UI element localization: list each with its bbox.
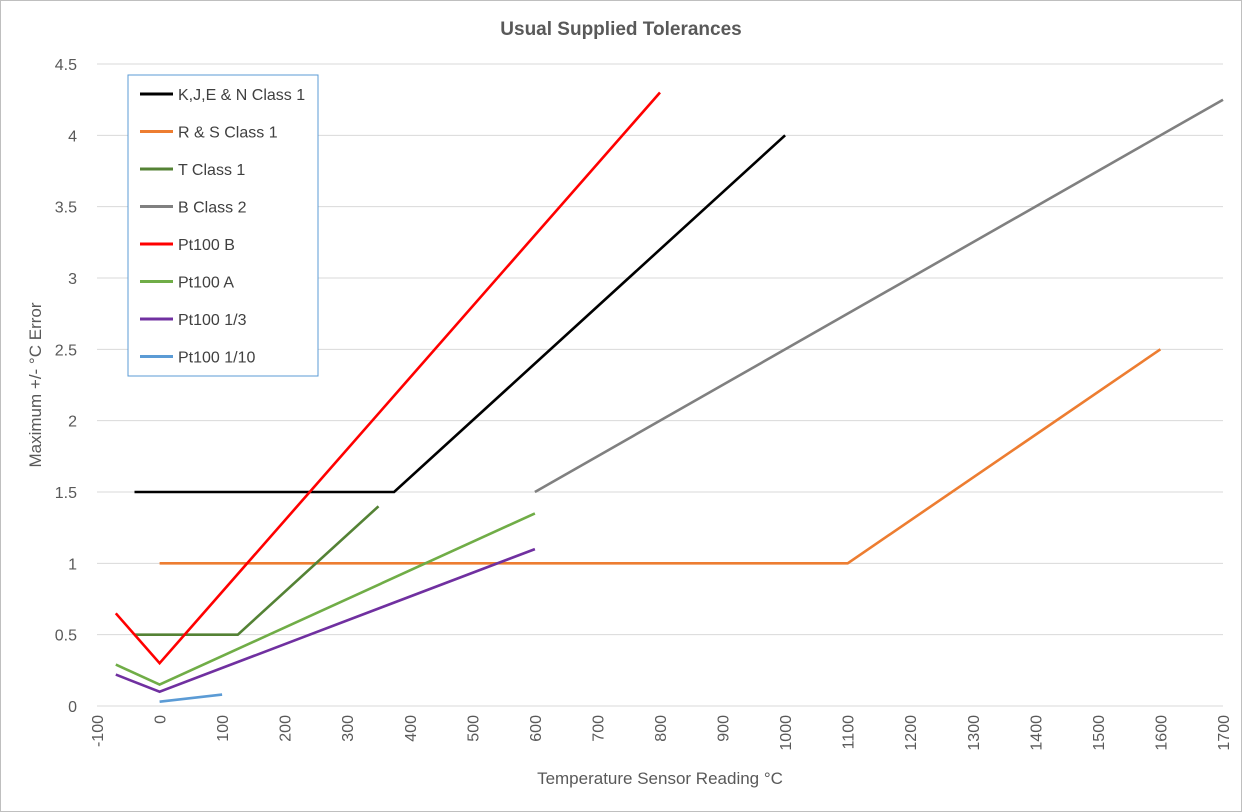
x-tick-label: 1300 xyxy=(966,715,983,751)
x-tick-label: 100 xyxy=(215,715,232,742)
series-line xyxy=(115,512,536,687)
y-tick-label: 3 xyxy=(68,271,77,288)
chart-title: Usual Supplied Tolerances xyxy=(500,19,741,40)
x-tick-label: 1600 xyxy=(1153,715,1170,751)
x-tick-label: 700 xyxy=(590,715,607,742)
x-tick-label: 1400 xyxy=(1028,715,1045,751)
x-tick-label: 1100 xyxy=(841,715,858,750)
x-tick-label: 1700 xyxy=(1216,715,1233,751)
legend-label: B Class 2 xyxy=(178,200,247,217)
x-tick-label: 500 xyxy=(465,715,482,742)
y-tick-label: 3.5 xyxy=(55,200,77,217)
x-axis-label: Temperature Sensor Reading °C xyxy=(537,769,783,788)
y-tick-label: 0 xyxy=(68,699,77,716)
y-tick-label: 4.5 xyxy=(55,57,77,74)
legend-label: Pt100 1/10 xyxy=(178,350,256,367)
x-tick-label: 800 xyxy=(653,715,670,742)
x-tick-label: 1200 xyxy=(903,715,920,751)
x-tick-label: 600 xyxy=(528,715,545,742)
x-tick-label: 0 xyxy=(153,715,170,724)
series-lines xyxy=(114,91,1224,703)
y-axis-label: Maximum +/- °C Error xyxy=(26,302,45,467)
series-line xyxy=(159,348,1162,565)
y-tick-label: 4 xyxy=(68,128,77,145)
legend-label: Pt100 B xyxy=(178,237,235,254)
series-line xyxy=(534,98,1224,494)
series-line xyxy=(159,693,223,703)
series-line xyxy=(114,91,661,666)
legend-label: R & S Class 1 xyxy=(178,125,278,142)
y-tick-label: 1 xyxy=(68,556,77,573)
x-tick-label: 200 xyxy=(278,715,295,742)
series-line xyxy=(134,505,380,637)
legend-label: Pt100 1/3 xyxy=(178,312,247,329)
y-tick-label: 2.5 xyxy=(55,342,77,359)
series-line xyxy=(134,134,786,494)
series-line xyxy=(115,547,536,694)
legend: K,J,E & N Class 1 R & S Class 1 T Class 1 B… xyxy=(127,74,319,377)
x-tick-label: 400 xyxy=(403,715,420,742)
y-tick-label: 2 xyxy=(68,414,77,431)
x-tick-label: 1000 xyxy=(778,715,795,751)
legend-label: Pt100 A xyxy=(178,275,234,292)
legend-box xyxy=(127,74,319,377)
x-tick-label: 900 xyxy=(716,715,733,742)
legend-label: K,J,E & N Class 1 xyxy=(178,87,305,104)
y-tick-label: 0.5 xyxy=(55,628,77,645)
x-tick-label: 300 xyxy=(340,715,357,742)
legend-label: T Class 1 xyxy=(178,162,245,179)
x-tick-label: 1500 xyxy=(1091,715,1108,751)
y-tick-label: 1.5 xyxy=(55,485,77,502)
x-axis-ticks: -100 0 100 200 300 400 500 600 700 800 900 1000 1100… xyxy=(90,715,1233,751)
x-tick-label: -100 xyxy=(90,715,107,747)
y-axis-ticks: 0 0.5 1 1.5 2 2.5 3 3.5 4 4.5 xyxy=(55,57,77,716)
